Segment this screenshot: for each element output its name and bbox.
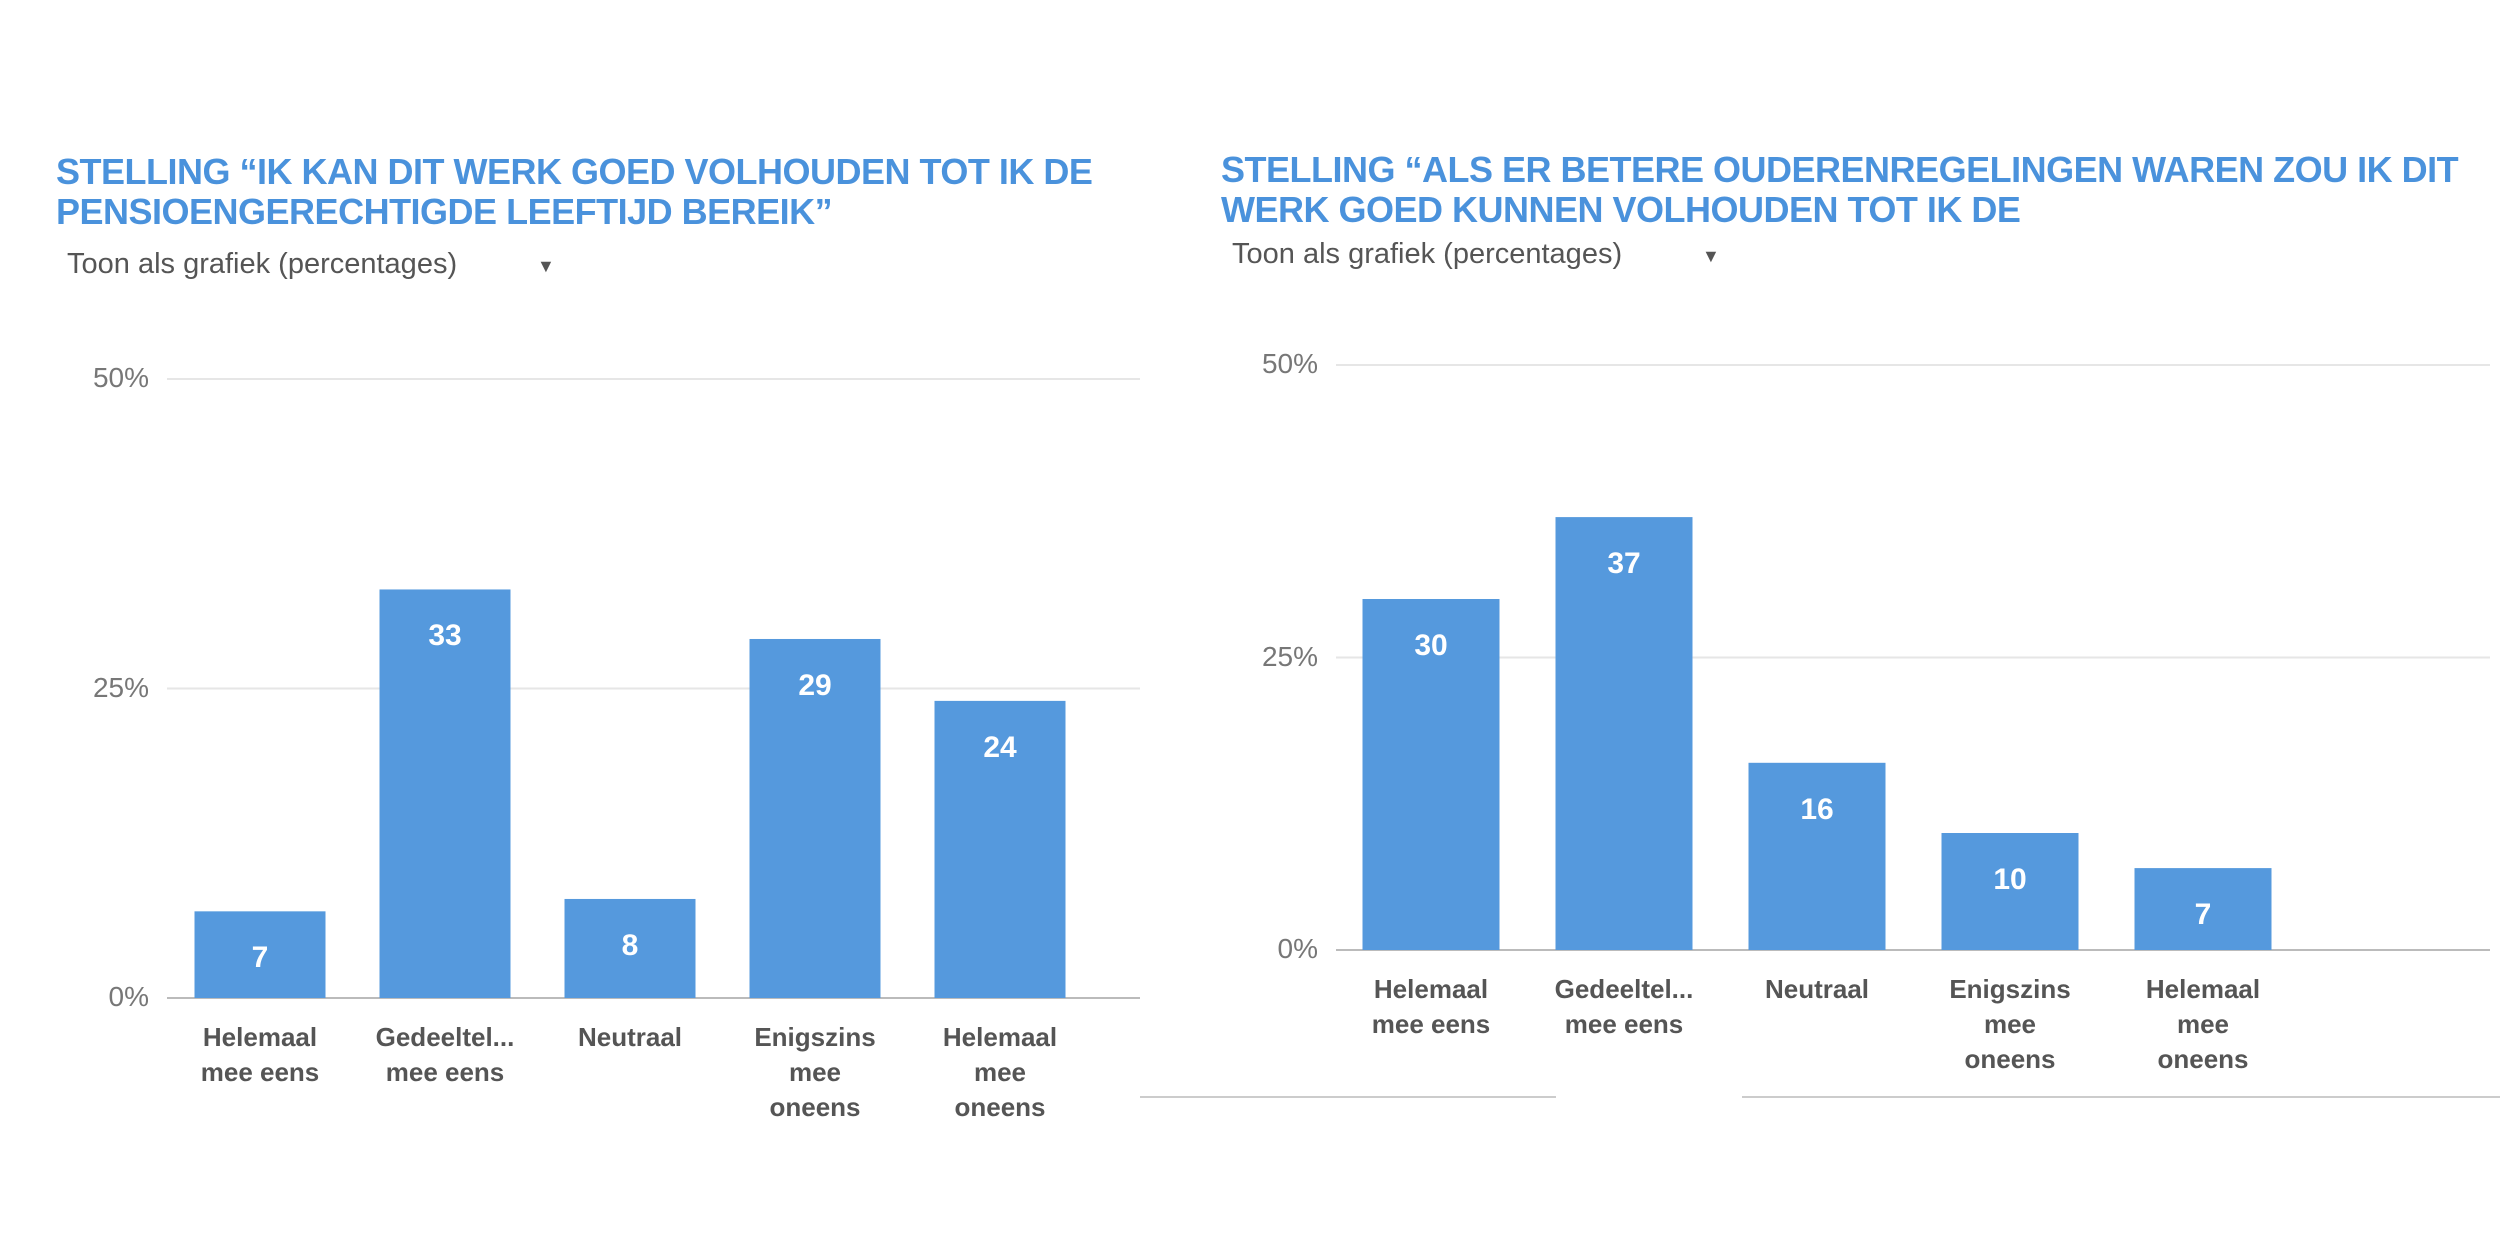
- bar: [2134, 868, 2272, 950]
- value-label: 10: [1993, 863, 2027, 896]
- chart-title: STELLING “ALS ER BETERE OUDERENREGELINGE…: [1221, 149, 2459, 230]
- subtitle: Toon als grafiek (percentages): [1232, 238, 1623, 270]
- x-tick-label: Neutraal: [1764, 974, 1870, 1004]
- value-label: 30: [1414, 629, 1448, 662]
- value-label: 24: [983, 730, 1017, 764]
- x-tick-label: Enigszins mee oneens: [1949, 974, 2071, 1074]
- bar: [1748, 762, 1886, 950]
- value-label: 37: [1607, 547, 1641, 581]
- y-tick-label: 0%: [1277, 933, 1318, 964]
- bar: [934, 700, 1066, 998]
- dropdown-toggle[interactable]: ▼: [1702, 246, 1720, 266]
- y-tick-label: 25%: [92, 671, 149, 703]
- chart-title: STELLING “IK KAN DIT WERK GOED VOLHOUDEN…: [56, 151, 1093, 232]
- value-label: 29: [798, 668, 832, 702]
- x-tick-label: Helemaal mee eens: [200, 1022, 320, 1087]
- bar: [194, 911, 326, 998]
- x-tick-label: Gedeeltel... mee eens: [375, 1022, 515, 1087]
- value-label: 33: [428, 619, 462, 653]
- x-tick-label: Enigszins mee oneens: [754, 1022, 876, 1122]
- x-tick-label: Helemaal mee oneens: [942, 1022, 1058, 1122]
- bar: [564, 898, 696, 998]
- x-tick-label: Neutraal: [577, 1022, 683, 1052]
- bar: [379, 589, 511, 998]
- bar: [1555, 517, 1693, 950]
- y-tick-label: 50%: [1261, 348, 1318, 379]
- y-tick-label: 50%: [92, 362, 149, 393]
- y-tick-label: 0%: [108, 981, 149, 1012]
- dropdown-toggle[interactable]: ▼: [537, 256, 555, 276]
- x-tick-label: Helemaal mee eens: [1371, 974, 1491, 1039]
- value-label: 8: [621, 928, 639, 962]
- x-tick-label: Helemaal mee oneens: [2145, 974, 2261, 1074]
- value-label: 7: [2194, 898, 2212, 932]
- subtitle: Toon als grafiek (percentages): [67, 248, 458, 280]
- bar: [1941, 833, 2079, 950]
- y-tick-label: 25%: [1261, 640, 1318, 672]
- x-tick-label: Gedeeltel... mee eens: [1554, 974, 1694, 1039]
- bar: [749, 638, 881, 998]
- value-label: 16: [1800, 792, 1834, 826]
- bar: [1362, 599, 1500, 950]
- value-label: 7: [251, 941, 269, 975]
